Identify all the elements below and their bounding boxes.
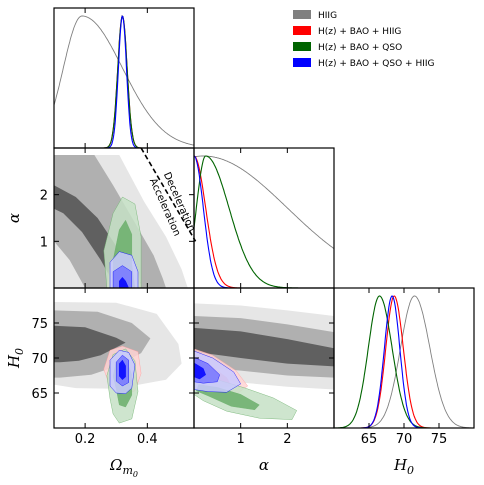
x-axis-label-h0: H0 [393, 456, 414, 477]
y-tick-label-H0: 75 [31, 317, 48, 332]
y-axis-label-alpha-text: α [5, 213, 23, 223]
contour-Om_H0-series-3-level-1 [119, 359, 126, 380]
marginal-alpha-series-0 [194, 155, 334, 249]
legend-label-2: H(z) + BAO + QSO [318, 43, 402, 53]
panel-alpha_H0 [194, 303, 334, 420]
marginal-H0-series-0 [334, 295, 474, 428]
legend-swatch-3 [293, 58, 311, 67]
y-tick-label-H0: 65 [31, 387, 48, 402]
y-tick-label-alpha: 1 [40, 235, 48, 250]
legend-swatch-1 [293, 26, 311, 35]
x-tick-label-alpha: 2 [283, 432, 291, 447]
panel-marginal-alpha [194, 155, 334, 288]
y-axis-label-h0-text: H0 [5, 348, 26, 369]
marginal-Om-series-0 [54, 15, 194, 146]
panel-Om_H0 [54, 302, 182, 424]
marginal-Om-series-2 [54, 15, 194, 148]
legend-label-1: H(z) + BAO + HIIG [318, 27, 401, 37]
panel-frame-1-1 [193, 147, 335, 289]
legend-swatch-0 [293, 10, 311, 19]
marginal-H0-series-1 [334, 295, 474, 428]
marginal-H0-series-3 [334, 295, 474, 428]
panel-marginal-H0 [334, 295, 474, 428]
x-axis-label-om-text: Ωm0 [109, 456, 138, 479]
marginal-alpha-series-1 [194, 155, 334, 288]
contour-alpha_H0-series-3-level-1 [194, 362, 206, 380]
y-axis-label-alpha: α [5, 213, 23, 223]
marginal-Om-series-1 [54, 15, 194, 148]
marginal-H0-series-2 [334, 295, 474, 428]
x-tick-label-Om: 0.4 [137, 432, 158, 447]
contour-alpha_H0-series-0-level-1 [194, 327, 334, 367]
legend-label-0: HIIG [318, 11, 337, 21]
x-axis-label-h0-text: H0 [393, 456, 414, 477]
x-tick-label-H0: 65 [361, 432, 378, 447]
x-tick-label-Om: 0.2 [75, 432, 96, 447]
marginal-alpha-series-3 [194, 155, 334, 288]
x-tick-label-H0: 70 [396, 432, 413, 447]
x-axis-label-alpha-text: α [259, 456, 269, 474]
legend-label-3: H(z) + BAO + QSO + HIIG [318, 59, 435, 69]
y-tick-label-H0: 70 [31, 352, 48, 367]
x-axis-label-om: Ωm0 [109, 456, 138, 479]
contour-Om_alpha-series-3-level-1 [119, 276, 129, 288]
x-axis-label-alpha: α [259, 456, 269, 474]
deceleration-boundary-line [140, 147, 197, 242]
contour-Om_alpha-series-3-level-2 [112, 265, 133, 288]
contour-Om_H0-series-0-level-1 [54, 325, 126, 363]
y-tick-label-alpha: 2 [40, 189, 48, 204]
x-tick-label-H0: 75 [431, 432, 448, 447]
legend-swatch-2 [293, 42, 311, 51]
x-tick-label-alpha: 1 [237, 432, 245, 447]
y-axis-label-h0: H0 [5, 348, 26, 369]
marginal-alpha-series-2 [194, 155, 334, 288]
panel-marginal-Om [54, 15, 194, 148]
marginal-Om-series-3 [54, 15, 194, 148]
panel-Om_alpha [54, 155, 188, 288]
legend: HIIG H(z) + BAO + HIIG H(z) + BAO + QSO H(z… [293, 10, 435, 69]
